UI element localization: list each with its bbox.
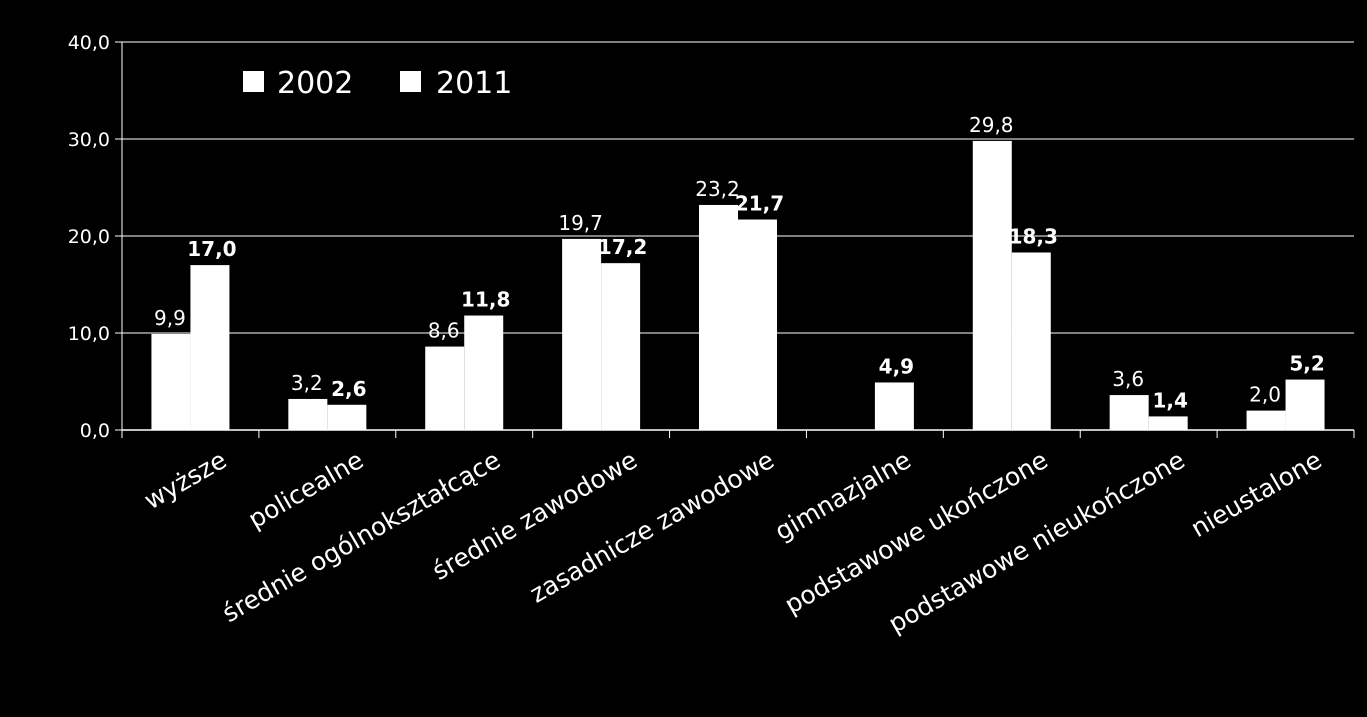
bar-2002 (699, 204, 738, 430)
category-label: zasadnicze zawodowe (525, 445, 779, 609)
bar-2002 (972, 140, 1012, 430)
bar-2002 (1246, 410, 1286, 430)
y-tick-label: 10,0 (68, 323, 110, 345)
bar-2002 (425, 346, 465, 430)
legend: 2002 2011 (243, 66, 512, 101)
bar-2011 (190, 265, 230, 430)
y-axis-ticks: 0,0 10,0 20,0 30,0 40,0 (68, 32, 122, 442)
data-label-2011: 4,9 (879, 354, 914, 378)
bar-2011 (1148, 416, 1188, 430)
data-label-2011: 17,0 (187, 237, 236, 261)
legend-swatch (243, 71, 264, 92)
data-label-2002: 3,6 (1112, 367, 1144, 391)
data-label-2011: 11,8 (461, 288, 510, 312)
x-axis (121, 42, 1355, 438)
data-label-2011: 5,2 (1289, 352, 1324, 376)
bar-2002 (562, 238, 602, 430)
legend-swatch (400, 71, 421, 92)
data-labels: 9,9 3,2 8,6 19,7 23,2 29,8 3,6 2,0 17,0 2,6 11,8 17… (154, 113, 1325, 412)
data-label-2011: 17,2 (598, 235, 647, 259)
bar-2011 (327, 404, 367, 430)
legend-label: 2011 (436, 66, 512, 101)
bar-2011 (738, 219, 777, 430)
category-label: podstawowe ukończone (780, 445, 1053, 619)
data-label-2002: 9,9 (154, 306, 186, 330)
bar-2011 (1011, 252, 1051, 430)
bar-2002 (288, 398, 328, 430)
bar-2011 (464, 315, 504, 430)
category-label: nieustalone (1186, 445, 1327, 543)
data-label-2011: 21,7 (735, 192, 784, 216)
y-tick-label: 0,0 (80, 420, 110, 442)
data-label-2002: 23,2 (695, 177, 740, 201)
y-tick-label: 30,0 (68, 129, 110, 151)
bar-2011 (1285, 379, 1325, 430)
y-tick-label: 40,0 (68, 32, 110, 54)
data-label-2011: 2,6 (331, 377, 366, 401)
bars (151, 140, 1325, 430)
data-label-2002: 29,8 (969, 113, 1014, 137)
data-label-2011: 18,3 (1009, 224, 1058, 248)
data-label-2002: 2,0 (1249, 383, 1281, 407)
bar-2011 (874, 382, 914, 430)
legend-label: 2002 (277, 66, 353, 101)
data-label-2002: 8,6 (428, 319, 460, 343)
category-label: policealne (243, 445, 368, 534)
bar-2002 (1109, 395, 1149, 430)
bar-2002 (151, 333, 191, 430)
data-label-2011: 1,4 (1152, 388, 1187, 412)
bar-2011 (601, 263, 641, 430)
category-label: wyższe (139, 445, 231, 515)
data-label-2002: 19,7 (558, 211, 603, 235)
data-label-2002: 3,2 (291, 371, 323, 395)
y-tick-label: 20,0 (68, 226, 110, 248)
